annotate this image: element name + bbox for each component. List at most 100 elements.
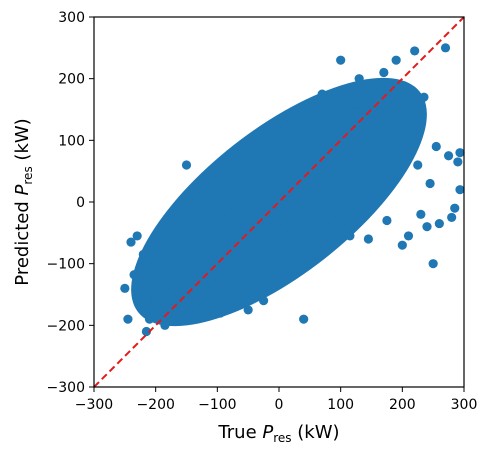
scatter-point [184, 289, 195, 300]
scatter-point [197, 240, 207, 250]
scatter-density-region [163, 106, 395, 298]
scatter-point [237, 225, 247, 235]
scatter-point [151, 259, 161, 269]
scatter-point [295, 209, 306, 219]
scatter-point [360, 141, 370, 152]
scatter-point [425, 178, 435, 189]
scatter-point [385, 111, 395, 121]
scatter-point [450, 203, 460, 213]
x-tick-label: 0 [275, 397, 284, 413]
scatter-point [132, 231, 142, 241]
scatter-point [206, 277, 216, 287]
scatter-point [314, 172, 324, 182]
scatter-point [400, 95, 411, 105]
y-axis-label: Predicted Pres (kW) [12, 118, 35, 285]
scatter-point [215, 209, 226, 219]
scatter-point [329, 101, 340, 112]
scatter-point [175, 314, 185, 324]
scatter-point [212, 169, 222, 179]
scatter-point [268, 181, 278, 192]
scatter-point [169, 296, 179, 306]
scatter-point [403, 231, 414, 241]
scatter-point [262, 135, 272, 145]
scatter-point [237, 144, 247, 155]
scatter-point [308, 104, 318, 115]
scatter-point [225, 234, 235, 244]
scatter-point [141, 326, 152, 337]
scatter-point [126, 237, 136, 247]
scatter-point [277, 225, 287, 235]
x-axis-ticks: −300 −200 −100 0 100 200 300 [75, 387, 477, 413]
scatter-point [243, 305, 253, 315]
y-tick-label: 200 [58, 72, 85, 88]
scatter-point [299, 178, 309, 189]
scatter-point [246, 175, 256, 186]
y-tick-label: −300 [47, 380, 85, 396]
x-tick-label: −100 [198, 397, 236, 413]
scatter-point [221, 296, 232, 306]
scatter-point [147, 277, 158, 287]
x-axis-label: True Pres (kW) [217, 422, 339, 445]
scatter-point [320, 222, 330, 232]
scatter-point [336, 55, 346, 65]
scatter-point [160, 283, 170, 293]
y-tick-label: 300 [58, 10, 85, 26]
scatter-point [249, 277, 259, 287]
scatter-point [178, 259, 189, 269]
scatter-point [323, 160, 333, 170]
scatter-point [240, 252, 250, 263]
scatter-point [453, 157, 463, 167]
scatter-point [302, 144, 312, 155]
scatter-point [274, 154, 284, 164]
scatter-point [369, 197, 380, 207]
x-tick-label: 100 [327, 397, 354, 413]
scatter-point [357, 212, 367, 223]
scatter-point [413, 160, 423, 170]
scatter-point [163, 274, 173, 284]
scatter-point [317, 89, 327, 99]
scatter-point [447, 212, 457, 223]
scatter-point [406, 123, 417, 133]
scatter-point [342, 123, 352, 133]
scatter-point [299, 314, 309, 324]
scatter-point [120, 283, 130, 293]
scatter-point [339, 209, 349, 219]
scatter-point [144, 314, 155, 324]
scatter-point [391, 55, 401, 65]
scatter-point [123, 314, 133, 324]
scatter-point [394, 138, 404, 149]
scatter-point [286, 172, 296, 182]
scatter-point [348, 98, 358, 108]
scatter-point [188, 271, 198, 281]
x-tick-label: −300 [75, 397, 113, 413]
scatter-point [354, 74, 364, 84]
scatter-point [363, 234, 374, 244]
scatter-point [154, 234, 164, 244]
scatter-point [431, 141, 441, 152]
scatter-point [323, 138, 333, 149]
scatter-point [228, 265, 238, 275]
scatter-point [410, 46, 420, 56]
scatter-point [376, 160, 386, 170]
scatter-point [200, 289, 210, 300]
scatter-point [252, 157, 263, 167]
scatter-point [366, 107, 377, 118]
scatter-point [225, 185, 235, 195]
scatter-point [326, 237, 337, 247]
scatter-point [351, 175, 361, 186]
scatter-point [289, 237, 300, 247]
scatter-point [249, 197, 259, 207]
scatter-point [422, 222, 432, 232]
scatter-point [311, 249, 321, 260]
scatter-point [262, 215, 272, 226]
scatter-point [443, 151, 454, 161]
scatter-point [286, 197, 296, 207]
scatter-point [160, 320, 170, 330]
scatter-point [379, 67, 389, 78]
scatter-point [135, 289, 145, 300]
scatter-point [428, 259, 438, 269]
scatter-point [255, 231, 266, 241]
y-tick-label: −100 [47, 257, 85, 273]
scatter-point [382, 215, 392, 226]
